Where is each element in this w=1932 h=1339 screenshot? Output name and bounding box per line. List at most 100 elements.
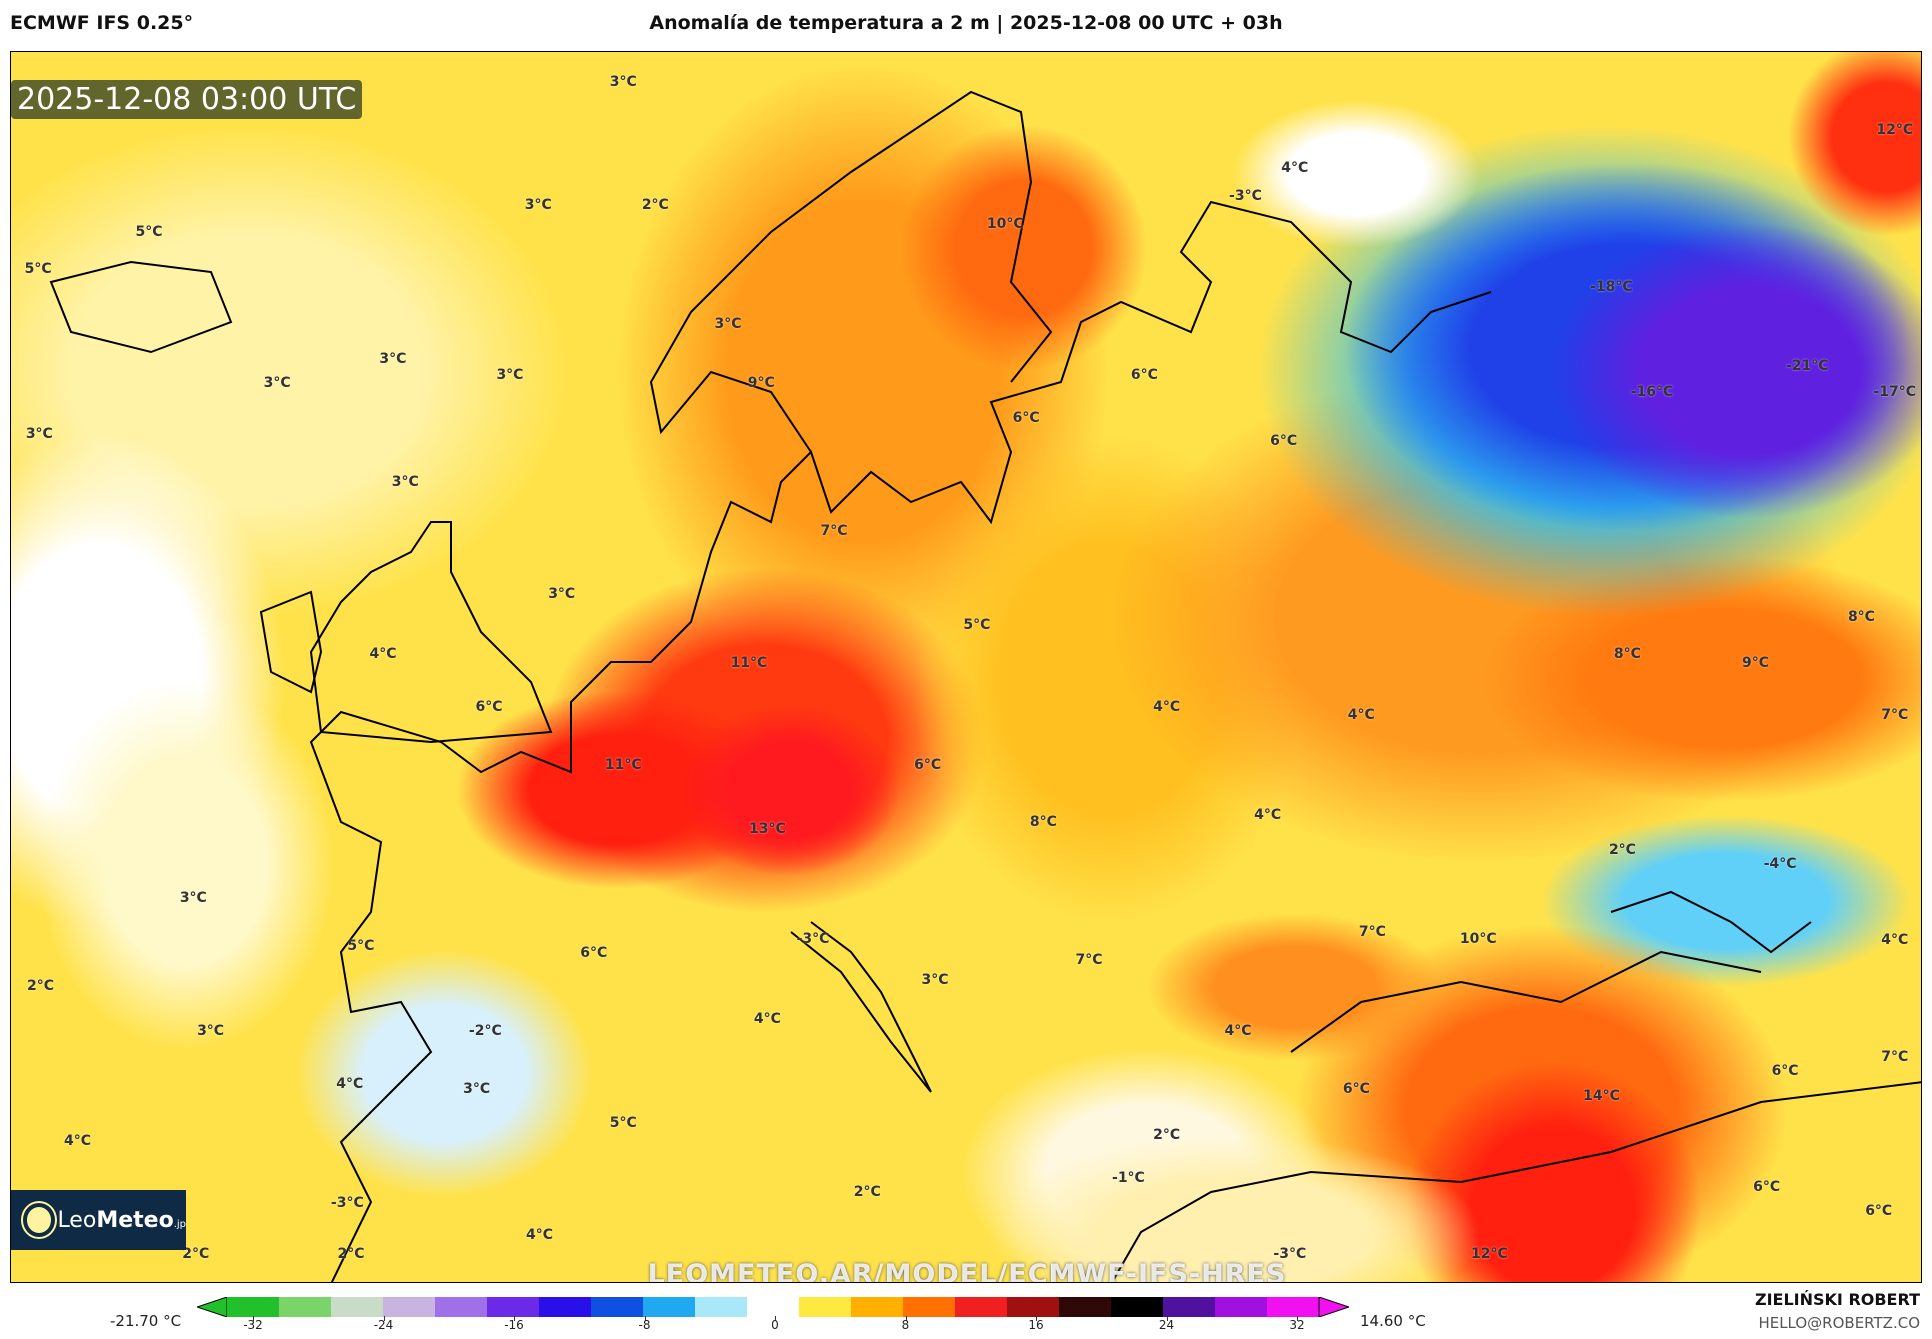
anomaly-value-label: 13°C <box>749 821 786 838</box>
colorbar-segment <box>383 1297 436 1317</box>
author-name: ZIELIŃSKI ROBERT <box>1754 1290 1920 1309</box>
colorbar-tick-label: 24 <box>1158 1318 1175 1332</box>
anomaly-value-label: 8°C <box>1847 609 1875 626</box>
anomaly-value-label: 3°C <box>548 586 576 603</box>
anomaly-value-label: 6°C <box>914 757 942 774</box>
anomaly-value-label: 5°C <box>24 260 52 277</box>
colorbar-left-arrow <box>197 1297 228 1317</box>
colorbar-segment <box>1059 1297 1112 1317</box>
colorbar-segment <box>331 1297 384 1317</box>
anomaly-value-label: 7°C <box>1881 1049 1909 1066</box>
anomaly-value-label: 4°C <box>369 646 397 663</box>
anomaly-region <box>38 679 334 1049</box>
colorbar-segment <box>903 1297 956 1317</box>
anomaly-value-label: -21°C <box>1785 358 1829 375</box>
anomaly-value-label: 8°C <box>1613 646 1641 663</box>
author-email: HELLO@ROBERTZ.CO <box>1758 1314 1920 1332</box>
coastlines <box>49 90 1921 1282</box>
anomaly-value-label: 6°C <box>475 699 503 716</box>
anomaly-value-label: 2°C <box>182 1246 210 1263</box>
anomaly-value-label: 5°C <box>135 223 163 240</box>
anomaly-value-label: 12°C <box>1471 1246 1508 1263</box>
anomaly-value-label: -3°C <box>796 931 830 948</box>
anomaly-value-label: 5°C <box>347 938 375 955</box>
anomaly-value-label: 9°C <box>1741 655 1770 672</box>
colorbar-segment <box>1007 1297 1060 1317</box>
anomaly-value-label: 5°C <box>963 616 991 633</box>
anomaly-value-label: 3°C <box>25 425 53 442</box>
anomaly-value-label: 7°C <box>1075 951 1103 968</box>
watermark-url: LEOMETEO.AR/MODEL/ECMWF-IFS-HRES <box>647 1259 1287 1283</box>
anomaly-value-label: 7°C <box>1358 923 1386 940</box>
anomaly-value-label: -4°C <box>1763 855 1797 872</box>
anomaly-value-label: -1°C <box>1112 1170 1145 1187</box>
anomaly-value-label: 2°C <box>1153 1126 1181 1143</box>
anomaly-value-label: -18°C <box>1590 279 1633 296</box>
colorbar-tick-mark <box>514 1316 515 1321</box>
anomaly-value-label: 6°C <box>580 944 608 961</box>
colorbar-segment <box>1267 1297 1320 1317</box>
anomaly-value-label: 2°C <box>853 1183 881 1200</box>
anomaly-value-label: 3°C <box>496 366 524 383</box>
anomaly-value-label: 3°C <box>921 971 949 988</box>
anomaly-value-label: 3°C <box>263 375 291 392</box>
sun-icon <box>27 1207 52 1233</box>
model-name: ECMWF IFS 0.25° <box>10 12 194 34</box>
colorbar-right-arrow <box>1318 1297 1349 1317</box>
colorbar-segment <box>487 1297 540 1317</box>
anomaly-value-label: 5°C <box>609 1114 637 1131</box>
anomaly-value-label: 4°C <box>1347 706 1375 723</box>
anomaly-value-label: 4°C <box>753 1011 781 1028</box>
colorbar-min-label: -21.70 °C <box>110 1312 182 1330</box>
anomaly-value-label: 4°C <box>1254 806 1282 823</box>
anomaly-value-label: 11°C <box>730 655 768 672</box>
leometeo-logo[interactable]: LeoMeteo.jp <box>11 1190 186 1250</box>
valid-time-badge: 2025-12-08 03:00 UTC <box>11 80 363 119</box>
anomaly-region <box>1553 223 1921 519</box>
anomaly-value-label: 6°C <box>1771 1062 1799 1079</box>
anomaly-region <box>986 1134 1480 1282</box>
colorbar-tick-label: -24 <box>373 1318 394 1332</box>
anomaly-value-label: 4°C <box>336 1076 364 1093</box>
anomaly-region <box>1233 100 1480 248</box>
anomaly-value-label: 10°C <box>986 216 1024 233</box>
anomaly-region <box>1146 913 1443 1061</box>
colorbar-tick-mark <box>383 1316 385 1321</box>
colorbar-segment <box>643 1297 696 1317</box>
colorbar-tick-label: 0 <box>771 1318 779 1332</box>
anomaly-value-label: 3°C <box>524 196 552 213</box>
anomaly-value-label: 2°C <box>337 1246 365 1263</box>
colorbar-segment <box>591 1297 644 1317</box>
colorbar-tick-label: -32 <box>243 1318 263 1332</box>
colorbar-segment <box>1163 1297 1216 1317</box>
logo-text: LeoMeteo.jp <box>57 1207 186 1233</box>
colorbar-segment <box>1215 1297 1268 1317</box>
colorbar-tick-label: -16 <box>504 1318 524 1332</box>
anomaly-value-label: 4°C <box>526 1226 554 1243</box>
anomaly-value-label: 4°C <box>1153 699 1181 716</box>
anomaly-value-label: 4°C <box>1281 159 1309 176</box>
anomaly-value-label: 3°C <box>609 73 637 90</box>
temperature-anomaly-map[interactable]: 3°C 3°C 2°C 5°C 5°C 10°C 4°C -3°C 12°C -18°C 3°C 3°… <box>10 51 1922 1283</box>
anomaly-value-label: -17°C <box>1873 384 1917 401</box>
anomaly-value-label: 2°C <box>641 196 669 213</box>
anomaly-value-label: 14°C <box>1583 1087 1620 1104</box>
colorbar-tick-mark <box>775 1316 776 1321</box>
colorbar-segment <box>539 1297 592 1317</box>
colorbar-tick-label: -8 <box>638 1318 651 1332</box>
anomaly-value-label: 3°C <box>197 1023 225 1040</box>
anomaly-value-label: -3°C <box>330 1194 364 1211</box>
anomaly-value-label: 6°C <box>1865 1203 1893 1220</box>
colorbar-segment <box>955 1297 1008 1317</box>
anomaly-value-label: 3°C <box>379 350 407 367</box>
anomaly-value-label: -16°C <box>1630 384 1674 401</box>
colorbar-max-label: 14.60 °C <box>1360 1312 1426 1330</box>
anomaly-value-label: -3°C <box>1273 1246 1307 1263</box>
anomaly-value-label: 11°C <box>604 757 642 774</box>
colorbar-tick-label: 16 <box>1028 1318 1044 1332</box>
anomaly-value-label: 3°C <box>179 890 207 907</box>
colorbar-tick-mark <box>1297 1316 1298 1321</box>
colorbar-tick-mark <box>1036 1316 1037 1321</box>
anomaly-value-label: 3°C <box>463 1081 491 1098</box>
chart-title: Anomalía de temperatura a 2 m | 2025-12-… <box>649 12 1283 34</box>
